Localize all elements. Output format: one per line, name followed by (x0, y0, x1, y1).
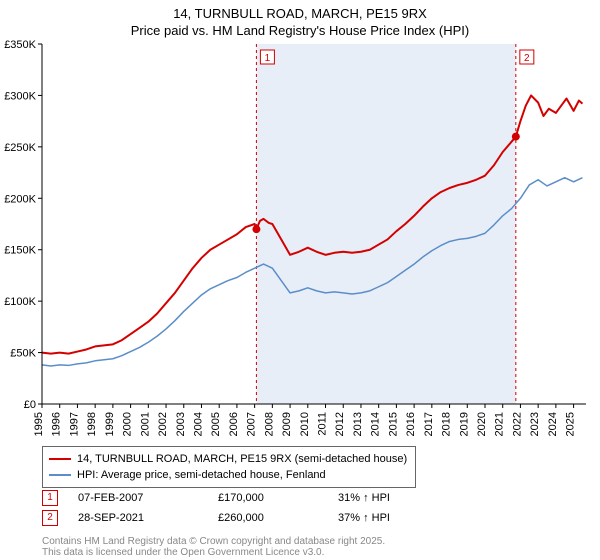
legend-label: 14, TURNBULL ROAD, MARCH, PE15 9RX (semi… (77, 453, 407, 465)
sale-date: 07-FEB-2007 (78, 492, 198, 504)
svg-text:£350K: £350K (4, 40, 36, 51)
svg-text:2016: 2016 (405, 412, 417, 436)
legend-swatch (49, 474, 71, 476)
sale-vs-hpi: 31% ↑ HPI (338, 492, 390, 504)
svg-text:2007: 2007 (246, 412, 258, 436)
svg-text:2008: 2008 (263, 412, 275, 436)
svg-text:2023: 2023 (529, 412, 541, 436)
legend-swatch (49, 458, 71, 460)
sale-date: 28-SEP-2021 (78, 512, 198, 524)
svg-text:2021: 2021 (494, 412, 506, 436)
svg-text:2022: 2022 (511, 412, 523, 436)
svg-text:2004: 2004 (192, 412, 204, 436)
svg-text:2: 2 (524, 53, 530, 64)
chart-container: 14, TURNBULL ROAD, MARCH, PE15 9RX Price… (0, 0, 600, 560)
sale-price: £170,000 (218, 492, 318, 504)
svg-text:2020: 2020 (476, 412, 488, 436)
svg-text:2005: 2005 (210, 412, 222, 436)
svg-text:1: 1 (265, 53, 271, 64)
svg-text:£0: £0 (24, 399, 36, 411)
svg-text:£50K: £50K (10, 347, 36, 359)
svg-text:£150K: £150K (4, 244, 36, 256)
svg-text:2013: 2013 (352, 412, 364, 436)
title-line-2: Price paid vs. HM Land Registry's House … (131, 23, 469, 38)
svg-text:2000: 2000 (122, 412, 134, 436)
svg-text:2012: 2012 (334, 412, 346, 436)
sale-row: 2 28-SEP-2021 £260,000 37% ↑ HPI (42, 508, 582, 528)
svg-text:2025: 2025 (565, 412, 577, 436)
svg-text:2003: 2003 (175, 412, 187, 436)
sale-marker: 2 (42, 510, 58, 526)
line-chart: £0 £50K £100K £150K £200K £250K £300K £350K 1995… (0, 40, 600, 442)
svg-text:2006: 2006 (228, 412, 240, 436)
svg-text:1999: 1999 (104, 412, 116, 436)
svg-text:2019: 2019 (458, 412, 470, 436)
svg-text:2011: 2011 (317, 412, 329, 436)
svg-text:2001: 2001 (139, 412, 151, 436)
attribution-footer: Contains HM Land Registry data © Crown c… (42, 530, 582, 558)
chart-title: 14, TURNBULL ROAD, MARCH, PE15 9RX Price… (0, 0, 600, 40)
svg-text:2017: 2017 (423, 412, 435, 436)
svg-text:2018: 2018 (441, 412, 453, 436)
legend-item: HPI: Average price, semi-detached house,… (49, 467, 407, 483)
svg-text:£250K: £250K (4, 142, 36, 154)
sale-row: 1 07-FEB-2007 £170,000 31% ↑ HPI (42, 488, 582, 508)
svg-text:£200K: £200K (4, 193, 36, 205)
footer-line-1: Contains HM Land Registry data © Crown c… (42, 536, 582, 547)
title-line-1: 14, TURNBULL ROAD, MARCH, PE15 9RX (173, 6, 427, 21)
svg-text:1998: 1998 (86, 412, 98, 436)
svg-text:2002: 2002 (157, 412, 169, 436)
svg-text:2015: 2015 (387, 412, 399, 436)
sales-table: 1 07-FEB-2007 £170,000 31% ↑ HPI 2 28-SEP-202… (42, 488, 582, 528)
sale-marker: 1 (42, 490, 58, 506)
svg-text:1995: 1995 (33, 412, 45, 436)
legend-label: HPI: Average price, semi-detached house,… (77, 469, 326, 481)
svg-text:1996: 1996 (51, 412, 63, 436)
svg-text:2010: 2010 (299, 412, 311, 436)
svg-text:2009: 2009 (281, 412, 293, 436)
sale-vs-hpi: 37% ↑ HPI (338, 512, 390, 524)
sale-price: £260,000 (218, 512, 318, 524)
svg-text:2014: 2014 (370, 412, 382, 436)
svg-text:£100K: £100K (4, 296, 36, 308)
svg-text:£300K: £300K (4, 90, 36, 102)
footer-line-2: This data is licensed under the Open Gov… (42, 547, 582, 558)
legend: 14, TURNBULL ROAD, MARCH, PE15 9RX (semi… (42, 446, 416, 488)
svg-text:1997: 1997 (68, 412, 80, 436)
svg-text:2024: 2024 (547, 412, 559, 436)
legend-item: 14, TURNBULL ROAD, MARCH, PE15 9RX (semi… (49, 451, 407, 467)
